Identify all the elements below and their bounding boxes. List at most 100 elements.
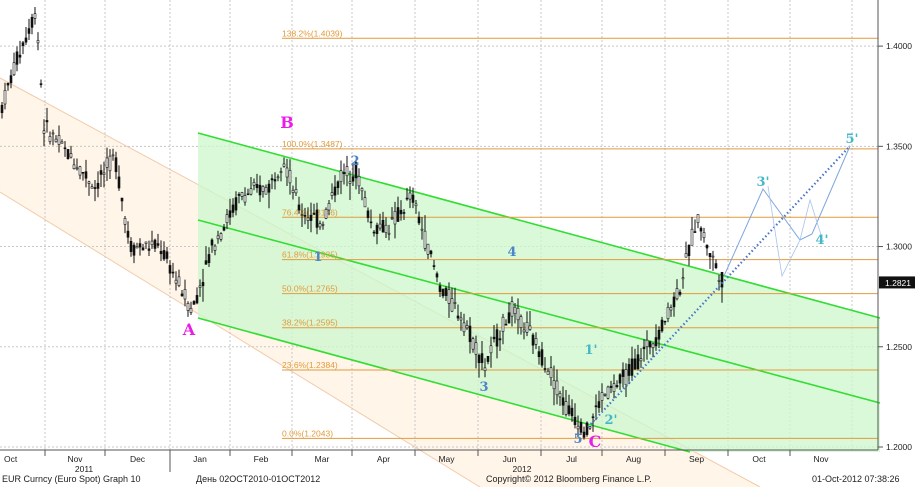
- bar-body: [288, 170, 292, 184]
- bar-body: [495, 329, 499, 347]
- bar-body: [150, 240, 154, 246]
- bar-body: [285, 167, 289, 178]
- bar-body: [3, 90, 7, 105]
- bar-body: [372, 231, 376, 234]
- bar-body: [51, 132, 55, 135]
- bar-body: [270, 178, 274, 181]
- outer-channel-lower-line: [0, 191, 481, 487]
- bar-body: [327, 203, 331, 211]
- bar-body: [174, 279, 178, 284]
- bar-body: [663, 320, 667, 323]
- wave-label-2: 2: [350, 154, 359, 169]
- bar-body: [258, 184, 262, 196]
- bar-body: [315, 209, 319, 228]
- bar-body: [558, 393, 562, 398]
- bar-body: [630, 358, 634, 376]
- bar-body: [660, 319, 664, 332]
- bar-body: [480, 353, 484, 364]
- bar-body: [141, 247, 145, 251]
- bar-body: [645, 339, 649, 348]
- bar-body: [708, 253, 712, 258]
- bar-body: [717, 279, 721, 282]
- bar-body: [138, 243, 142, 248]
- bar-body: [321, 224, 325, 226]
- bar-body: [114, 157, 118, 173]
- bar-body: [312, 212, 316, 215]
- bar-body: [678, 291, 682, 295]
- bar-body: [189, 308, 193, 313]
- bar-body: [711, 255, 715, 258]
- bar-body: [231, 204, 235, 213]
- wave-label-1-prime: 1': [584, 343, 597, 358]
- projection-alt-path: [767, 185, 801, 278]
- bar-body: [459, 317, 463, 321]
- x-axis-year-label: 2012: [513, 464, 532, 474]
- bar-body: [477, 354, 481, 364]
- bar-body: [450, 298, 454, 312]
- x-axis-month-label: Jan: [193, 454, 207, 464]
- bar-body: [54, 138, 58, 143]
- bar-body: [681, 277, 685, 280]
- bar-body: [99, 170, 103, 175]
- bar-body: [375, 224, 379, 235]
- wave-label-2-prime: 2': [604, 413, 617, 428]
- bar-body: [720, 271, 724, 288]
- bar-body: [186, 303, 190, 311]
- bar-body: [135, 246, 139, 249]
- bar-body: [156, 243, 160, 246]
- y-axis-tick-label: 1.4000: [886, 41, 912, 51]
- bar-body: [162, 250, 166, 260]
- bar-body: [675, 288, 679, 300]
- bar-body: [408, 192, 412, 200]
- x-axis-month-label: Jul: [566, 454, 577, 464]
- bar-body: [246, 193, 250, 196]
- x-axis-month-label: Sep: [689, 454, 704, 464]
- bar-body: [369, 221, 373, 224]
- bar-body: [561, 397, 565, 406]
- bar-body: [153, 239, 157, 249]
- bar-body: [90, 186, 94, 189]
- bar-body: [192, 301, 196, 305]
- bar-body: [111, 154, 115, 157]
- bar-body: [684, 253, 688, 258]
- bar-body: [183, 289, 187, 300]
- last-price-label: 1.2821: [885, 278, 911, 288]
- bar-body: [36, 40, 40, 44]
- bar-body: [414, 203, 418, 207]
- bar-body: [522, 329, 526, 333]
- bar-body: [621, 369, 625, 377]
- bar-body: [282, 163, 286, 167]
- bar-body: [120, 197, 124, 202]
- bar-body: [393, 211, 397, 225]
- timestamp-label: 01-Oct-2012 07:38:26: [812, 474, 900, 484]
- bar-body: [234, 197, 238, 211]
- wave-label-5: 5: [573, 432, 582, 447]
- bar-body: [87, 181, 91, 184]
- bar-body: [342, 172, 346, 175]
- bar-body: [453, 302, 457, 304]
- x-axis-month-label: Dec: [130, 454, 146, 464]
- bar-body: [594, 405, 598, 408]
- bar-body: [651, 343, 655, 349]
- wave-label-1: 1: [313, 250, 322, 265]
- bar-body: [306, 217, 310, 221]
- fib-level-label: 61.8%(1.2935): [282, 250, 338, 260]
- bar-body: [543, 368, 547, 370]
- bar-body: [219, 233, 223, 240]
- bar-body: [252, 182, 256, 186]
- bar-body: [420, 228, 424, 231]
- bar-body: [606, 386, 610, 399]
- fib-level-label: 50.0%(1.2765): [282, 284, 338, 294]
- bar-body: [69, 153, 73, 158]
- bar-body: [390, 217, 394, 220]
- bar-body: [228, 210, 232, 218]
- bar-body: [213, 245, 217, 251]
- bar-body: [93, 187, 97, 189]
- bar-body: [501, 316, 505, 332]
- bar-body: [42, 130, 46, 134]
- bar-body: [402, 212, 406, 214]
- bar-body: [6, 83, 10, 86]
- bar-body: [21, 42, 25, 47]
- bar-body: [633, 358, 637, 370]
